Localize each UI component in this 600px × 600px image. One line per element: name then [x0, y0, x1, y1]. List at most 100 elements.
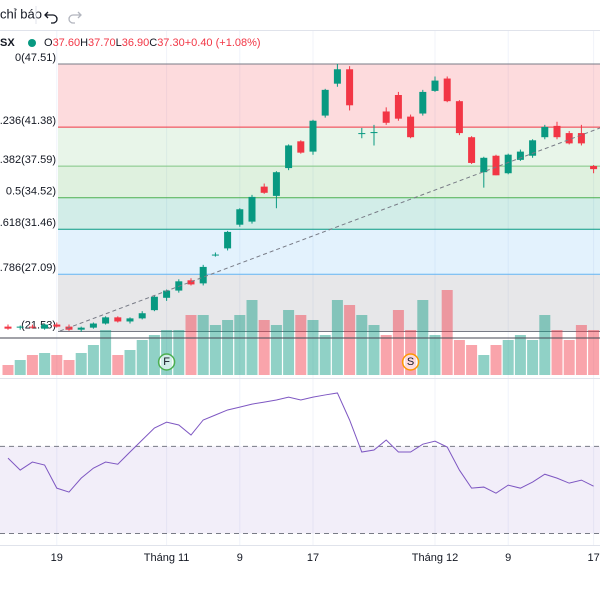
undo-button[interactable] [44, 11, 58, 24]
volume-bar [502, 340, 514, 375]
legend-field-value: 36.90 [122, 37, 150, 49]
volume-bar [514, 335, 526, 375]
volume-bar [527, 340, 539, 375]
candle-body [553, 125, 561, 138]
volume-bar [173, 330, 185, 375]
legend: SX O37.60H37.70L36.90C37.30+0.40 (+1.08%) [0, 37, 261, 49]
x-tick-label: 9 [505, 552, 511, 564]
candle-body [89, 323, 97, 328]
fib-level-label: 0.5(34.52) [6, 186, 56, 198]
candle-body [272, 172, 280, 196]
volume-bar [51, 355, 63, 375]
candle-body [419, 91, 427, 114]
candle-body [187, 280, 195, 285]
volume-bar [588, 330, 600, 375]
candle-body [565, 133, 573, 144]
candle-body [285, 145, 293, 169]
candle-body [236, 209, 244, 225]
legend-field-label: H [80, 37, 88, 49]
fib-level-label: 0(47.51) [15, 52, 56, 64]
price-pane: 0(47.51) 0.236(41.38) 0.382(37.59) 0.5(34.5… [0, 31, 600, 545]
candle-body [150, 296, 158, 311]
x-tick-label: Tháng 11 [144, 552, 190, 564]
event-marker [157, 353, 176, 371]
volume-bar [136, 340, 148, 375]
candle-body [504, 154, 512, 174]
candle-body [28, 326, 36, 328]
candle-body [65, 326, 73, 330]
x-tick-label: 19 [51, 552, 63, 564]
rsi-pane [0, 392, 600, 534]
candle-body [4, 326, 12, 329]
rsi-band [0, 446, 600, 534]
candle-body [260, 186, 268, 193]
candle-body [370, 132, 378, 134]
candle-body [53, 324, 61, 327]
volume-bar [392, 310, 404, 375]
candle-body [333, 69, 341, 84]
toolbar [0, 0, 600, 30]
volume-bar [87, 345, 99, 375]
volume-bar [405, 330, 417, 375]
candle-body [346, 69, 354, 106]
volume-bar [26, 355, 38, 375]
volume-bar [222, 320, 234, 375]
volume-bar [368, 325, 380, 375]
candle-body [211, 254, 219, 256]
event-marker [401, 353, 420, 371]
volume-bar [234, 315, 246, 375]
volume-bar [429, 335, 441, 375]
volume-bar [478, 355, 490, 375]
candle-body [16, 326, 24, 328]
event-label: S [407, 356, 414, 368]
candle-body [407, 116, 415, 138]
candle-body [468, 137, 476, 163]
volume-bar [539, 315, 551, 375]
volume-bar [356, 315, 368, 375]
candle-body [126, 318, 134, 322]
candle-body [480, 157, 488, 173]
volume-bar [75, 353, 87, 375]
event-label: F [163, 356, 170, 368]
x-tick-label: 17 [307, 552, 319, 564]
candle-body [541, 126, 549, 138]
legend-field-label: L [116, 37, 122, 49]
legend-symbol: SX [0, 37, 15, 49]
volume-bar [295, 315, 307, 375]
x-tick-label: Tháng 12 [412, 552, 458, 564]
volume-bar [258, 320, 270, 375]
volume-bar [563, 340, 575, 375]
volume-bar [466, 345, 478, 375]
volume-bar [161, 330, 173, 375]
fib-level-label: (21.53) [21, 319, 56, 331]
candle-body [114, 317, 122, 322]
volume-bar [551, 330, 563, 375]
volume-bar [39, 353, 51, 375]
volume-bar [380, 335, 392, 375]
volume-bar [185, 315, 197, 375]
candle-body [138, 313, 146, 319]
volume-bar [2, 365, 14, 375]
candle-body [590, 166, 598, 170]
fib-zone [58, 166, 600, 198]
fib-level-label: 0.236(41.38) [0, 115, 56, 127]
candle-body [248, 196, 256, 222]
candle-body [309, 120, 317, 152]
volume-bar [490, 345, 502, 375]
redo-button[interactable] [68, 11, 82, 24]
candle-body [102, 317, 110, 324]
candle-body [224, 231, 232, 249]
volume-bar [124, 350, 136, 375]
volume-bar [453, 340, 465, 375]
indicators-button[interactable]: chỉ báo [0, 6, 42, 21]
volume-bar [63, 360, 75, 375]
candle-body [199, 266, 207, 284]
candle-body [382, 111, 390, 123]
volume-bar [148, 335, 160, 375]
candle-body [394, 95, 402, 119]
candle-body [516, 151, 524, 160]
candle-body [41, 324, 49, 329]
volume-bar [270, 325, 282, 375]
volume-bar [112, 355, 124, 375]
